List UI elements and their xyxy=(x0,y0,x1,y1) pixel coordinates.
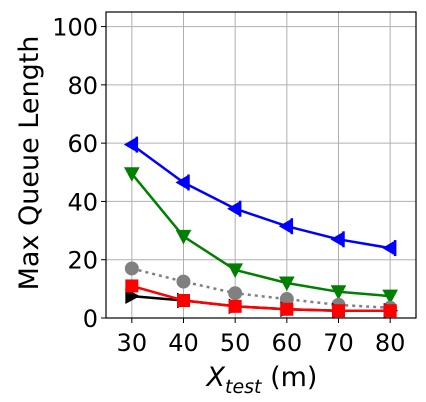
data-point xyxy=(278,276,295,292)
x-tick-label: 70 xyxy=(323,329,354,357)
y-tick-label: 20 xyxy=(67,247,98,275)
series-3 xyxy=(124,261,398,315)
plot-area-frame xyxy=(105,11,417,319)
data-point xyxy=(332,304,345,318)
data-point xyxy=(124,261,139,276)
data-point xyxy=(227,200,241,217)
data-point xyxy=(382,240,396,256)
y-tick-label: 40 xyxy=(67,188,98,216)
data-point xyxy=(383,304,397,318)
y-tick-label: 80 xyxy=(67,72,98,100)
data-point xyxy=(228,299,242,313)
axis-ticks: 30 40 50 60 70 80 0 20 40 60 80 100 xyxy=(52,14,405,357)
data-point xyxy=(123,167,140,182)
data-point xyxy=(382,289,399,305)
series-group xyxy=(123,136,399,319)
data-point xyxy=(175,229,192,245)
y-tick-label: 100 xyxy=(52,14,98,42)
y-tick-label: 60 xyxy=(67,130,98,158)
x-tick-label: 80 xyxy=(375,329,406,357)
data-point xyxy=(330,231,344,248)
series-2 xyxy=(123,167,399,305)
data-point xyxy=(278,218,293,235)
data-point xyxy=(125,288,140,304)
series-5 xyxy=(125,279,397,318)
x-tick-label: 30 xyxy=(117,329,148,357)
series-line xyxy=(130,172,391,298)
data-point xyxy=(330,285,347,300)
data-point xyxy=(228,286,243,301)
series-1 xyxy=(123,136,397,257)
series-line xyxy=(131,284,391,312)
data-point xyxy=(227,263,244,278)
data-point xyxy=(123,136,138,153)
x-tick-label: 40 xyxy=(168,329,199,357)
data-point xyxy=(177,294,190,308)
x-axis-label-variable: X xyxy=(205,362,226,393)
y-axis-label: Max Queue Length xyxy=(14,36,45,291)
grid-lines xyxy=(106,12,416,319)
data-point xyxy=(280,302,294,316)
series-line xyxy=(131,143,391,250)
y-tick-label: 0 xyxy=(83,305,98,333)
x-axis-label-unit: (m) xyxy=(262,362,318,393)
x-axis-label: Xtest (m) xyxy=(205,362,318,398)
series-line xyxy=(131,267,391,310)
x-tick-label: 50 xyxy=(220,329,251,357)
x-axis-label-subscript: test xyxy=(225,376,263,398)
x-tick-label: 60 xyxy=(272,329,303,357)
data-point xyxy=(125,279,139,293)
data-point xyxy=(176,274,191,289)
